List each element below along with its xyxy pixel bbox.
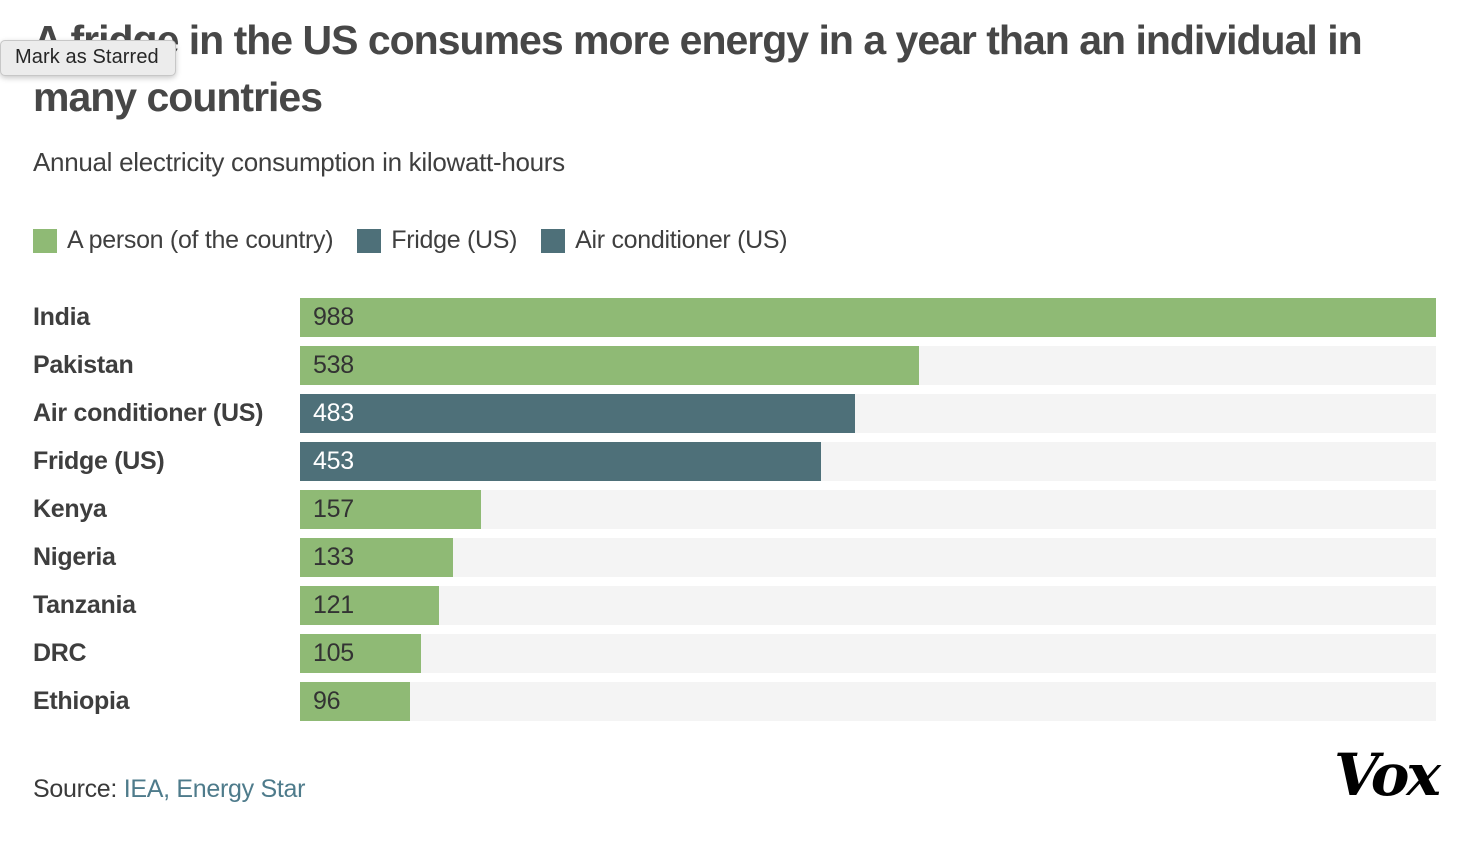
legend-item-0: A person (of the country): [33, 226, 334, 255]
table-row: DRC 105: [33, 634, 1436, 673]
table-row: Kenya 157: [33, 490, 1436, 529]
bar-value: 121: [313, 591, 354, 619]
bar-kenya: 157: [300, 490, 481, 529]
table-row: Ethiopia 96: [33, 682, 1436, 721]
bar-tanzania: 121: [300, 586, 440, 625]
row-label: DRC: [33, 639, 87, 667]
bar-value: 538: [313, 351, 354, 379]
bar-air-conditioner-us: 483: [300, 394, 856, 433]
bar-track: 133: [300, 538, 1436, 577]
bar-value: 453: [313, 447, 354, 475]
table-row: India 988: [33, 298, 1436, 337]
row-label: India: [33, 303, 90, 331]
bar-track: 157: [300, 490, 1436, 529]
table-row: Fridge (US) 453: [33, 442, 1436, 481]
bar-ethiopia: 96: [300, 682, 411, 721]
legend-swatch-icon: [357, 228, 382, 253]
bar-value: 988: [313, 303, 354, 331]
table-row: Tanzania 121: [33, 586, 1436, 625]
source-label: Source:: [33, 775, 124, 803]
row-label: Air conditioner (US): [33, 399, 264, 427]
legend-label: A person (of the country): [67, 226, 334, 254]
row-label: Nigeria: [33, 543, 116, 571]
legend-label: Fridge (US): [391, 226, 518, 254]
bar-india: 988: [300, 298, 1436, 337]
bar-value: 157: [313, 495, 354, 523]
legend-swatch-icon: [541, 228, 566, 253]
legend-swatch-icon: [33, 228, 57, 253]
legend: A person (of the country) Fridge (US) Air …: [33, 226, 1436, 255]
chart-title: A fridge in the US consumes more energy …: [33, 17, 1363, 120]
bar-track: 538: [300, 346, 1436, 385]
row-label: Tanzania: [33, 591, 136, 619]
row-label: Ethiopia: [33, 687, 130, 715]
legend-item-1: Fridge (US): [357, 226, 517, 255]
bar-value: 96: [313, 687, 341, 715]
source-line: Source: IEA, Energy Star: [33, 775, 1436, 804]
bar-value: 483: [313, 399, 354, 427]
legend-item-2: Air conditioner (US): [541, 226, 788, 255]
source-link[interactable]: IEA, Energy Star: [123, 775, 306, 803]
bar-track: 453: [300, 442, 1436, 481]
bar-track: 988: [300, 298, 1436, 337]
bar-track: 121: [300, 586, 1436, 625]
bar-track: 96: [300, 682, 1436, 721]
bar-track: 105: [300, 634, 1436, 673]
bar-drc: 105: [300, 634, 421, 673]
row-label: Kenya: [33, 495, 107, 523]
table-row: Pakistan 538: [33, 346, 1436, 385]
tooltip-mark-as-starred: Mark as Starred: [0, 40, 176, 76]
bar-nigeria: 133: [300, 538, 453, 577]
row-label: Pakistan: [33, 351, 134, 379]
vox-logo[interactable]: Vox: [1334, 741, 1441, 809]
bar-fridge-us: 453: [300, 442, 821, 481]
bar-pakistan: 538: [300, 346, 919, 385]
bar-chart: India 988 Pakistan 538 Air conditioner (US) 4…: [33, 298, 1436, 721]
table-row: Air conditioner (US) 483: [33, 394, 1436, 433]
bar-value: 105: [313, 639, 354, 667]
table-row: Nigeria 133: [33, 538, 1436, 577]
bar-track: 483: [300, 394, 1436, 433]
row-label: Fridge (US): [33, 447, 165, 475]
chart-subtitle: Annual electricity consumption in kilowa…: [33, 147, 565, 177]
bar-value: 133: [313, 543, 354, 571]
legend-label: Air conditioner (US): [575, 226, 788, 254]
